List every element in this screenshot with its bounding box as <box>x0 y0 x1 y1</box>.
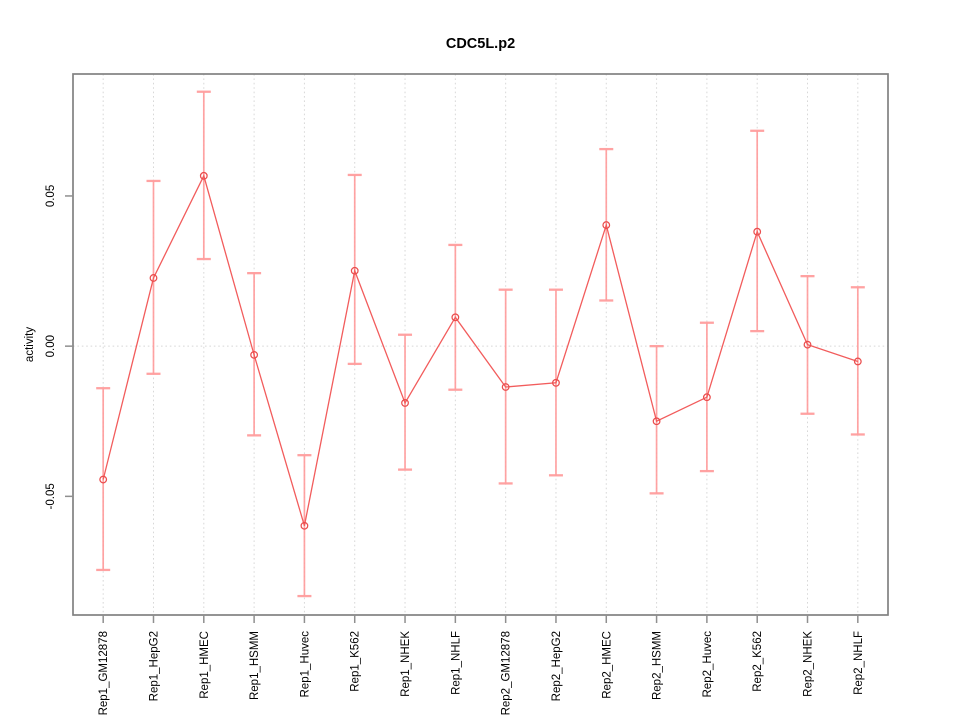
data-point-marker <box>199 171 208 180</box>
data-point-marker <box>99 475 108 484</box>
data-point-marker <box>753 227 762 236</box>
x-tick-label: Rep2_NHLF <box>853 631 865 695</box>
x-tick-label: Rep2_GM12878 <box>501 631 513 715</box>
x-tick-label: Rep2_K562 <box>752 631 764 692</box>
data-point-marker <box>803 340 812 349</box>
x-tick-label: Rep1_K562 <box>350 631 362 692</box>
plot-box <box>72 73 889 616</box>
x-tick-label: Rep1_GM12878 <box>98 631 110 715</box>
series-line <box>102 174 859 526</box>
axes: -0.05 0.00 0.05 Rep1_GM12878 Rep1_HepG2 Rep1_… <box>45 185 865 716</box>
x-tick-label: Rep2_NHEK <box>803 631 815 697</box>
x-tick-label: Rep1_Huvec <box>299 631 311 698</box>
data-point-marker <box>702 393 711 402</box>
x-tick-label: Rep2_HMEC <box>601 631 613 699</box>
x-tick-label: Rep1_NHLF <box>450 631 462 695</box>
data-point-marker <box>149 274 158 282</box>
gridlines <box>73 74 888 615</box>
y-axis-label: activity <box>24 327 36 362</box>
x-tick-label: Rep1_HepG2 <box>148 631 160 701</box>
x-tick-label: Rep1_HMEC <box>199 631 211 699</box>
data-point-marker <box>250 350 259 359</box>
x-tick-label: Rep2_HSMM <box>652 631 664 700</box>
y-tick-label: -0.05 <box>45 483 57 509</box>
data-point-marker <box>401 399 409 407</box>
y-tick-label: 0.00 <box>45 335 57 357</box>
chart-title: CDC5L.p2 <box>446 36 515 52</box>
data-point-marker <box>350 266 359 275</box>
x-tick-label: Rep2_HepG2 <box>551 631 563 701</box>
data-point-marker <box>501 383 510 391</box>
data-point-marker <box>602 221 611 230</box>
data-points <box>99 171 862 530</box>
x-tick-label: Rep1_HSMM <box>249 631 261 700</box>
x-tick-label: Rep1_NHEK <box>400 631 412 697</box>
data-point-marker <box>300 521 309 530</box>
data-point-marker <box>652 417 661 426</box>
data-point-marker <box>853 357 862 366</box>
data-point-marker <box>451 313 460 322</box>
y-tick-label: 0.05 <box>45 185 57 207</box>
x-tick-label: Rep2_Huvec <box>702 631 714 698</box>
error-bars <box>96 90 865 598</box>
data-point-marker <box>552 378 560 387</box>
